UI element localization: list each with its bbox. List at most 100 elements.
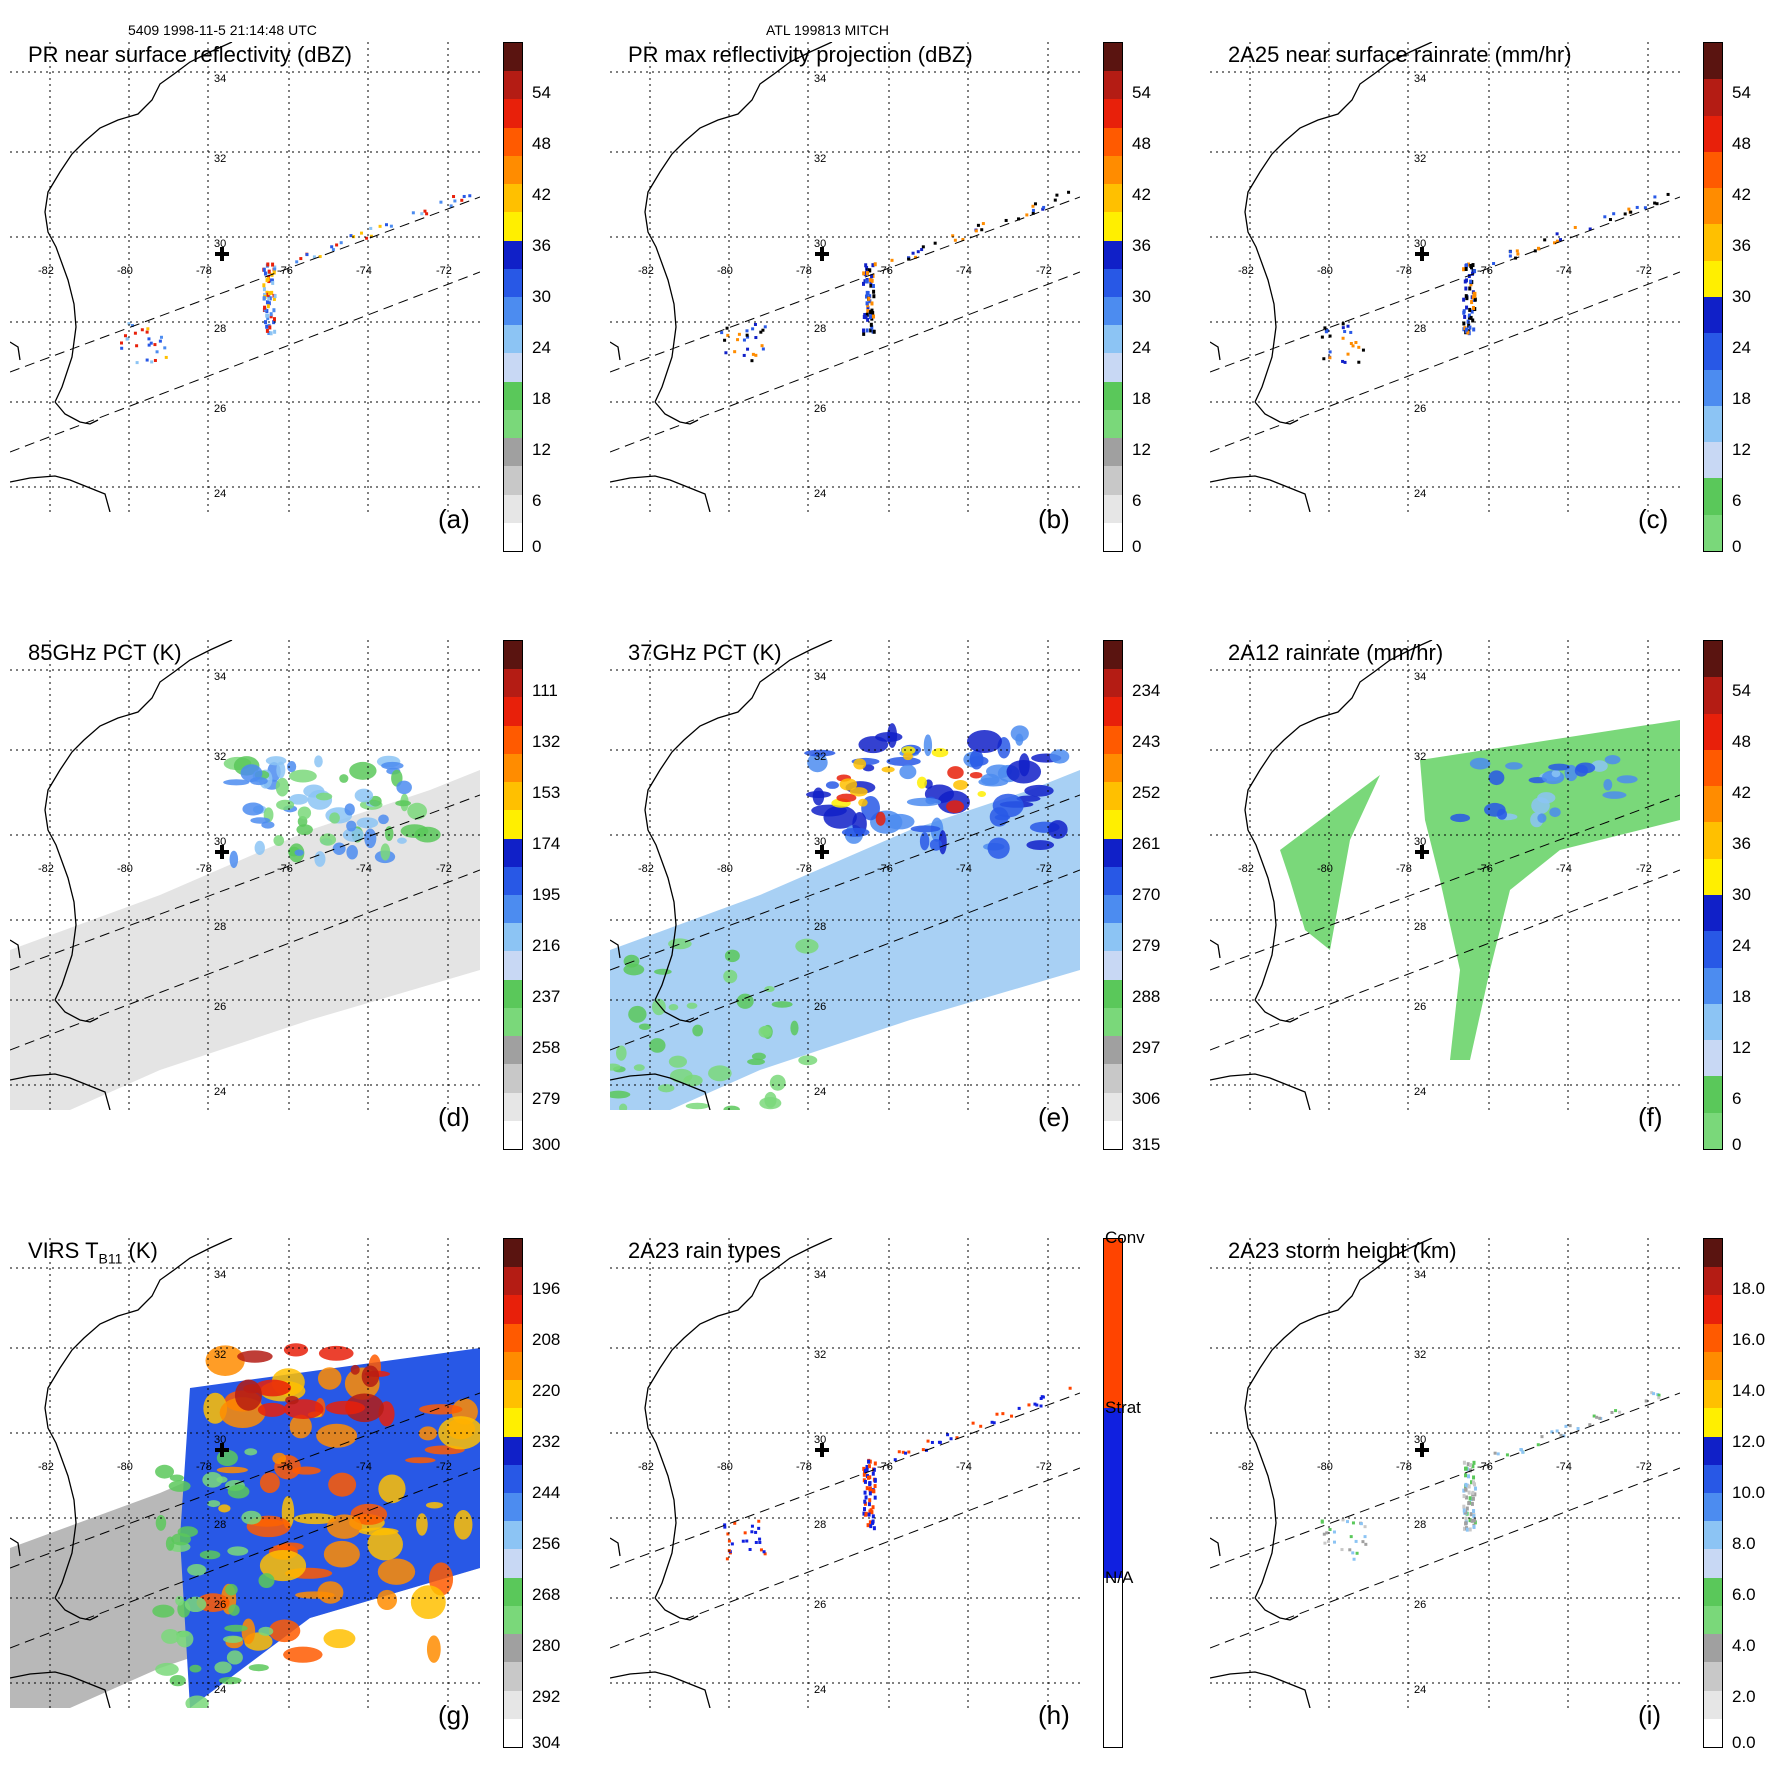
colorbar-tick-label: 48 [1732,732,1751,751]
pr-echo [872,329,876,334]
pr-echo [1472,1460,1476,1465]
colorbar-segment [1704,641,1722,678]
colorbar-segment [1104,1036,1122,1065]
lon-label: -78 [1396,265,1412,277]
colorbar-i [1703,1238,1723,1748]
lon-label: -80 [117,1461,133,1473]
pr-echo [867,268,871,273]
rain-cell [328,1472,357,1497]
pr-echo [1473,297,1477,302]
colorbar-segment [1704,1493,1722,1522]
map-c: 34 32 30 28 26 24 -82 -80 -78 -76 -74 -72 [1210,42,1680,512]
colorbar-segment [1104,1239,1122,1409]
rain-cell [658,1084,675,1093]
rain-cell [923,734,933,757]
pr-echo [1033,1402,1037,1406]
lon-label: -72 [1036,863,1052,875]
colorbar-segment [1704,1605,1722,1635]
rain-cell [296,824,313,836]
colorbar-segment [504,1295,522,1325]
pr-echo [1473,1518,1477,1523]
colorbar-segment [1104,240,1122,270]
pr-echo [145,358,149,362]
pr-echo [862,1472,866,1477]
colorbar-segment [1104,409,1122,439]
pr-echo [264,320,268,325]
pr-echo [864,1512,868,1517]
rain-cell [227,1484,250,1499]
pr-echo [1464,1482,1468,1487]
pr-echo [262,287,266,292]
colorbar-segment [1704,1436,1722,1466]
coastline [10,1238,233,1708]
pr-echo [754,1540,758,1544]
lat-label: 34 [814,1269,826,1281]
colorbar-tick-label: 6.0 [1732,1585,1756,1604]
pr-echo [127,322,131,326]
rain-cell [916,776,928,789]
rain-cell [899,764,917,780]
panel-label-a: (a) [438,504,470,534]
lon-label: -74 [356,265,372,277]
pr-echo [339,241,343,245]
pr-echo [263,307,267,312]
pr-echo [1592,1414,1596,1418]
storm-center-icon [1415,845,1429,859]
pr-echo [378,224,382,228]
pr-echo [1555,239,1559,243]
rain-cell [1450,813,1471,823]
map-e: 34 32 30 28 26 24 -82 -80 -78 -76 -74 -72 [610,640,1080,1110]
lon-label: -76 [877,1461,893,1473]
colorbar-tick-label: 208 [532,1330,561,1349]
pr-echo [1004,218,1008,222]
colorbar-tick-label: 18 [532,389,551,408]
pr-echo [1464,266,1468,271]
colorbar-tick-label: 0.0 [1732,1733,1756,1752]
rain-cell [1010,725,1029,742]
lon-label: -76 [1477,1461,1493,1473]
rain-cell [377,1589,398,1611]
lat-label: 24 [214,1086,226,1098]
colorbar-segment [1104,810,1122,840]
colorbar-segment [1704,749,1722,787]
pr-echo [1462,1494,1466,1499]
colorbar-tick-label: 12.0 [1732,1432,1766,1451]
colorbar-tick-label: 42 [532,185,551,204]
pr-echo [890,258,894,262]
lat-label: 26 [814,403,826,415]
pr-echo [1467,1484,1471,1489]
colorbar-segment [1704,1577,1722,1607]
pr-echo [1469,1463,1473,1468]
pr-echo [1467,274,1471,279]
colorbar-b [1103,42,1123,552]
pr-echo [1361,348,1365,352]
pr-echo [914,255,918,259]
panel-title-unit: (K) [122,1238,158,1263]
pr-echo [1468,307,1472,312]
pr-echo [933,241,937,245]
lon-label: -82 [638,863,654,875]
pr-echo [1031,208,1035,212]
colorbar-tick-label: 243 [1132,732,1161,751]
colorbar-segment [1704,405,1722,443]
colorbar-tick-label: 234 [1132,681,1161,700]
colorbar-tick-label: 306 [1132,1089,1161,1108]
rain-cell [769,1074,786,1091]
pr-echo [1322,357,1326,361]
pr-echo [748,1547,752,1551]
pr-echo [866,1475,870,1480]
colorbar-segment [1104,71,1122,100]
lon-label: -78 [796,1461,812,1473]
pr-echo [868,315,872,320]
pr-echo [870,1488,874,1493]
map-svg-c: 34 32 30 28 26 24 -82 -80 -78 -76 -74 -72 [1210,42,1680,512]
pr-echo [1068,1386,1072,1390]
pr-echo [1588,227,1592,231]
rain-cell [339,774,349,783]
colorbar-segment [1704,224,1722,262]
rain-cell [358,1527,399,1536]
pr-echo [145,330,149,334]
lat-label: 32 [214,1349,226,1361]
pr-echo [868,277,872,282]
pr-echo [1471,1464,1475,1469]
